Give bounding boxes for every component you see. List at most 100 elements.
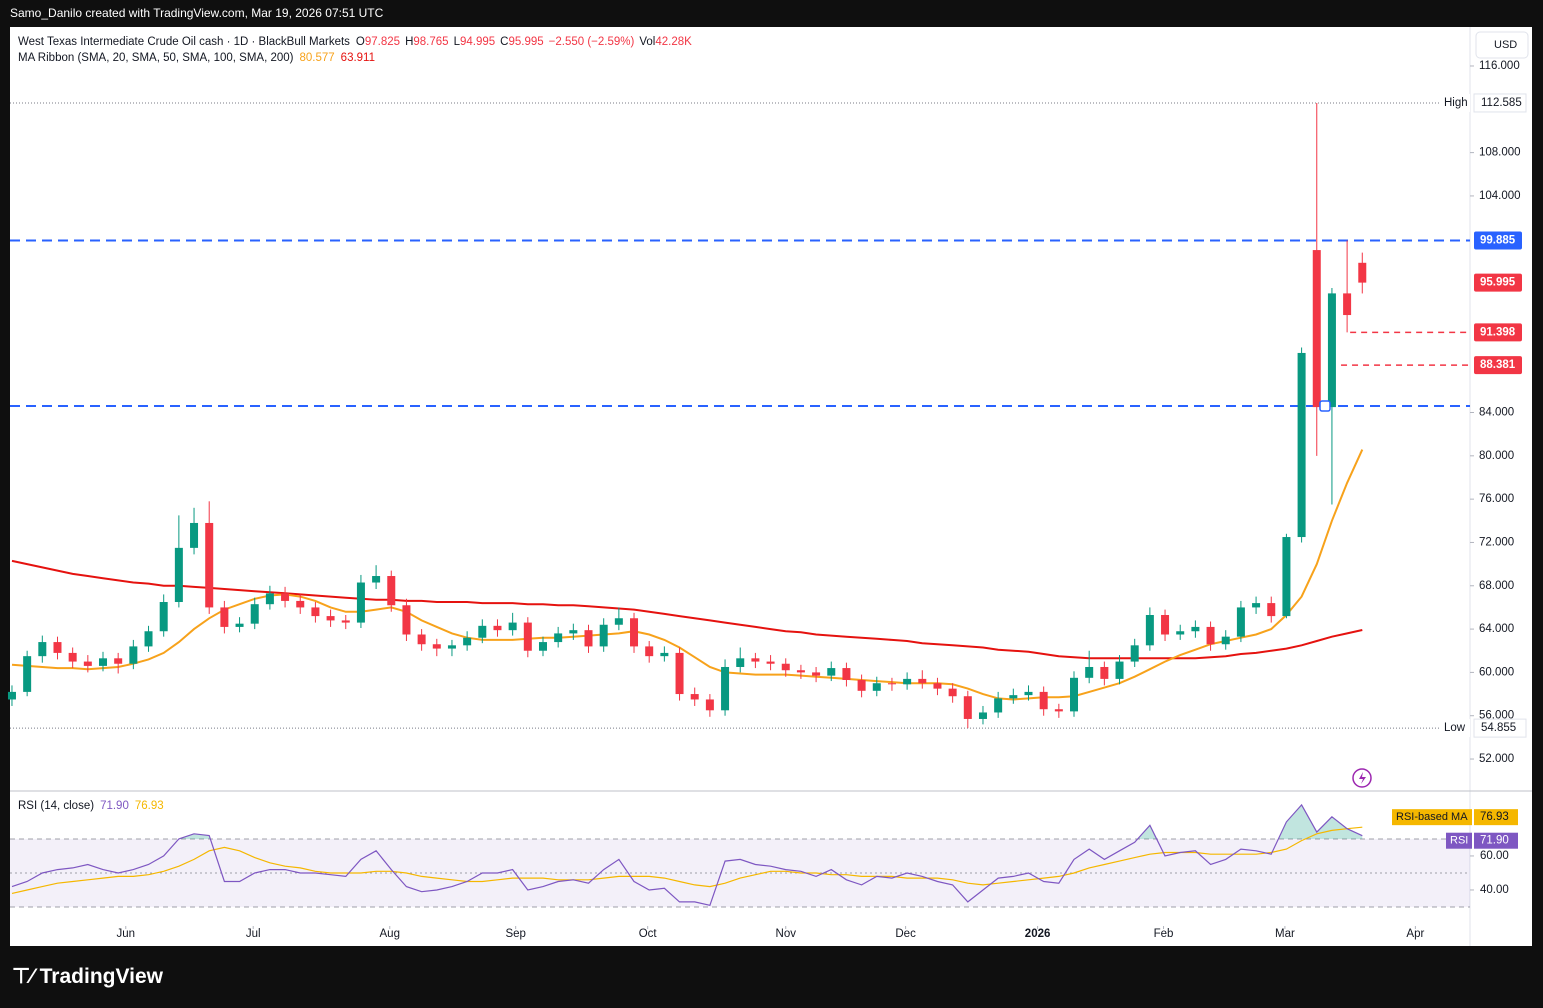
candle-body xyxy=(978,712,987,719)
level-tag xyxy=(1474,356,1522,375)
candle-body xyxy=(1297,352,1306,538)
candle-body xyxy=(887,683,896,685)
candle-body xyxy=(705,699,714,711)
candle-body xyxy=(1115,661,1124,679)
level-tag xyxy=(1474,323,1522,342)
candle-body xyxy=(963,696,972,719)
low-value: 94.995 xyxy=(460,36,495,48)
logo-mark: ⊤⁄ xyxy=(12,965,40,988)
extreme-tag xyxy=(1440,93,1470,112)
high-label: H xyxy=(405,36,413,48)
candle-body xyxy=(174,547,183,603)
candle-body xyxy=(1191,626,1200,632)
candle-body xyxy=(569,630,578,634)
candle-body xyxy=(220,607,229,627)
candle-body xyxy=(630,618,639,647)
candle-body xyxy=(812,672,821,676)
alert-icon[interactable] xyxy=(1352,768,1372,788)
volume-label: Vol xyxy=(639,36,655,48)
y-tick-label: 116.000 xyxy=(1479,60,1520,72)
candle-body xyxy=(235,623,244,627)
ma-value: 80.577 xyxy=(299,52,334,64)
x-tick-label: Apr xyxy=(1406,928,1424,940)
close-label: C xyxy=(500,36,508,48)
candle-body xyxy=(1039,691,1048,710)
candle-body xyxy=(857,679,866,691)
candle-body xyxy=(933,683,942,689)
currency-button[interactable] xyxy=(1475,31,1529,59)
y-tick-label: 84.000 xyxy=(1479,407,1514,419)
candle-body xyxy=(447,645,456,649)
candle-body xyxy=(1358,262,1367,283)
y-tick-label: 80.000 xyxy=(1479,450,1514,462)
open-value: 97.825 xyxy=(365,36,400,48)
candle-body xyxy=(1130,645,1139,662)
rsi-value-tag xyxy=(1474,809,1518,826)
candle-body xyxy=(1070,677,1079,712)
currency[interactable]: USD xyxy=(1494,39,1517,51)
rsi-value: 76.93 xyxy=(1480,811,1509,823)
candle-body xyxy=(1024,691,1033,696)
candle-body xyxy=(281,593,290,601)
close-value: 95.995 xyxy=(508,36,543,48)
rsi-name-tag xyxy=(1446,832,1472,849)
candle-body xyxy=(842,668,851,680)
candle-body xyxy=(99,658,108,666)
candle-body xyxy=(538,642,547,651)
extreme-tag xyxy=(1440,719,1470,738)
rsi-name-tag xyxy=(1392,809,1472,826)
candle-body xyxy=(190,522,199,548)
y-tick-label: 72.000 xyxy=(1479,536,1514,548)
candle-body xyxy=(645,646,654,657)
candle-body xyxy=(599,624,608,647)
rsi-title: RSI (14, close) xyxy=(18,800,94,812)
candle-body xyxy=(7,691,16,700)
open-label: O xyxy=(356,36,365,48)
candle-body xyxy=(356,582,365,623)
ma-title: MA Ribbon (SMA, 20, SMA, 50, SMA, 100, S… xyxy=(18,52,294,64)
candle-body xyxy=(463,637,472,646)
candle-body xyxy=(144,631,153,647)
candle-body xyxy=(903,678,912,685)
x-tick-label: Oct xyxy=(639,928,658,940)
candle-body xyxy=(1176,631,1185,635)
candle-body xyxy=(493,625,502,631)
candle-body xyxy=(311,607,320,617)
candle-body xyxy=(250,604,259,624)
title: West Texas Intermediate Crude Oil cash ·… xyxy=(18,36,350,48)
level-tag xyxy=(1474,231,1522,250)
rsi-line xyxy=(11,826,1363,894)
candle-body xyxy=(1085,666,1094,678)
candle-body xyxy=(827,668,836,676)
candle-body xyxy=(796,670,805,673)
candle-body xyxy=(1100,666,1109,679)
candle-body xyxy=(205,522,214,608)
extreme-tag xyxy=(1473,718,1527,738)
candle-body xyxy=(387,576,396,606)
legend-rsi: RSI (14, close) 71.90 76.93 xyxy=(18,800,164,812)
level-label: 99.885 xyxy=(1480,235,1516,247)
candle-body xyxy=(1236,607,1245,637)
brand: TradingView xyxy=(40,965,164,988)
candle-body xyxy=(1054,709,1063,712)
candle-body xyxy=(554,633,563,643)
candle-body xyxy=(994,698,1003,713)
x-tick-label: Feb xyxy=(1154,928,1174,940)
candle-body xyxy=(53,642,62,653)
legend-ma: MA Ribbon (SMA, 20, SMA, 50, SMA, 100, S… xyxy=(18,52,375,64)
rsi-line xyxy=(11,803,1363,907)
x-tick-label: Sep xyxy=(505,928,525,940)
x-tick-label: Nov xyxy=(776,928,797,940)
candle-body xyxy=(1161,615,1170,635)
candle-body xyxy=(918,678,927,684)
x-tick-label: Aug xyxy=(380,928,400,940)
brand-logo: ⊤⁄ TradingView xyxy=(12,965,164,988)
rsi-ma-value: 76.93 xyxy=(135,800,164,812)
legend-main: West Texas Intermediate Crude Oil cash ·… xyxy=(18,36,692,48)
candle-body xyxy=(341,620,350,623)
level-label: 91.398 xyxy=(1480,326,1516,338)
candle-body xyxy=(1252,603,1261,608)
candle-body xyxy=(1009,695,1018,699)
extreme-value: 112.585 xyxy=(1481,97,1522,109)
